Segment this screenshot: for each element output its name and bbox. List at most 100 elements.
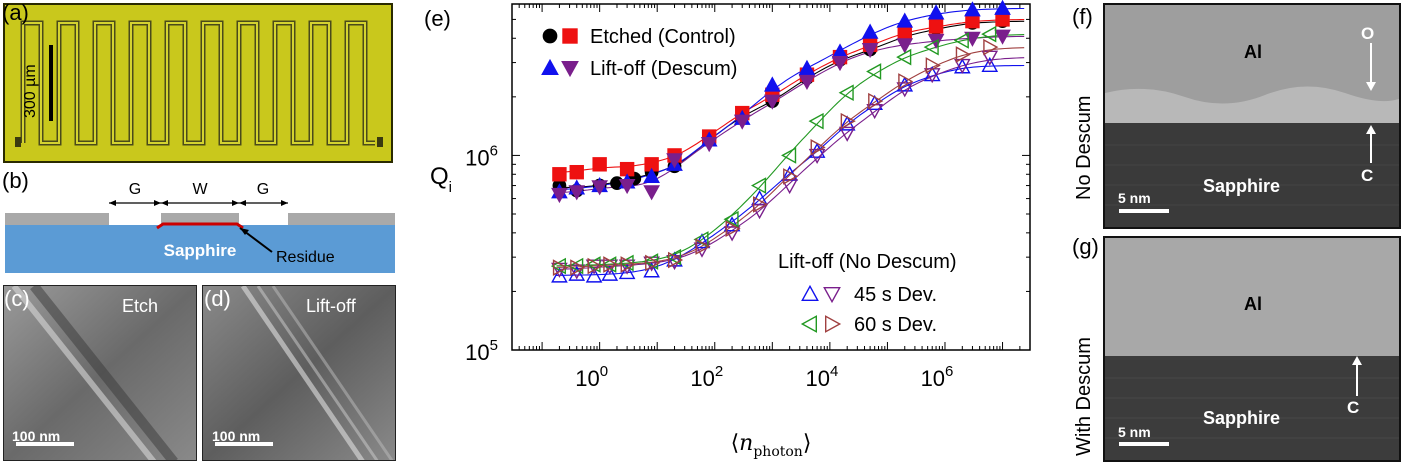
data-point (808, 112, 824, 130)
data-point (896, 76, 914, 92)
fit-curve (556, 47, 1025, 268)
data-point (552, 259, 569, 276)
panel-label-c: (c) (4, 286, 30, 311)
data-point (896, 48, 912, 66)
x-tick-label: 102 (690, 363, 723, 391)
label-residue: Residue (276, 249, 335, 266)
fit-curve (556, 35, 1025, 194)
data-point (783, 168, 799, 185)
x-tick-label: 100 (575, 363, 608, 391)
data-point (551, 187, 568, 204)
tem-g-sapphire: Sapphire (1203, 408, 1281, 428)
tem-f-scalebar: 5 nm (1118, 190, 1151, 206)
legend-marker (825, 315, 842, 333)
tem-f-sapphire: Sapphire (1203, 176, 1281, 196)
label-sapphire: Sapphire (164, 241, 237, 260)
data-point (861, 42, 879, 59)
tem-g-c: C (1347, 398, 1360, 417)
data-point (896, 38, 914, 54)
data-point (798, 74, 816, 91)
y-tick-label: 105 (465, 337, 498, 365)
data-point (898, 73, 914, 90)
legend-marker (823, 287, 841, 304)
legend-marker (562, 28, 578, 44)
legend-marker (542, 28, 558, 44)
data-point (810, 139, 826, 156)
axis-ticks: 100 102 104 106 105 106 (465, 3, 1031, 391)
legend-marker (541, 58, 559, 76)
data-point (666, 153, 683, 169)
data-point (983, 38, 999, 56)
data-point (838, 84, 854, 102)
data-point (643, 185, 660, 201)
panel-label-f: (f) (1072, 4, 1093, 29)
sem-etch-title: Etch (122, 296, 159, 316)
ground-right (288, 213, 395, 225)
data-point (964, 1, 981, 17)
tem-no-descum (1103, 3, 1401, 229)
meander-resonator (15, 20, 383, 147)
x-axis-label: ⟨nphoton⟩ (731, 430, 812, 460)
optical-micrograph (3, 3, 393, 163)
y-tick-label: 106 (465, 142, 498, 170)
data-point (618, 179, 636, 195)
ground-left (5, 213, 109, 225)
data-point (568, 257, 584, 275)
data-point (552, 167, 567, 182)
legend-label: 60 s Dev. (854, 314, 937, 336)
panel-label-d: (d) (204, 286, 231, 311)
data-point (695, 238, 711, 255)
data-point (592, 157, 607, 172)
data-point (665, 248, 682, 266)
legend-label: Etched (Control) (590, 26, 736, 48)
data-point (763, 76, 781, 92)
data-point (953, 32, 969, 49)
center-conductor (161, 213, 239, 225)
sem-etch-scalebar: 100 nm (12, 428, 61, 444)
data-point (781, 179, 798, 195)
tem-with-descum (1103, 236, 1401, 462)
label-w: W (192, 181, 208, 198)
data-point (723, 216, 741, 232)
y-axis-label: Qi (430, 163, 452, 196)
data-point (620, 256, 636, 273)
data-point (838, 126, 856, 142)
data-point (994, 29, 1011, 45)
data-point (994, 0, 1011, 15)
data-point (965, 13, 980, 29)
data-point (618, 263, 636, 280)
data-point (808, 148, 826, 165)
fit-curve (556, 19, 1025, 174)
data-point (840, 112, 856, 130)
data-point (550, 257, 566, 275)
data-point (587, 257, 603, 275)
legend-label: 45 s Dev. (854, 284, 937, 306)
label-g2: G (257, 181, 269, 198)
data-point (866, 63, 882, 80)
tem-g-scalebar: 5 nm (1118, 424, 1151, 440)
legend-marker (801, 284, 819, 301)
data-point (733, 114, 751, 130)
data-point (591, 180, 608, 196)
label-g1: G (129, 181, 141, 198)
data-point (925, 57, 941, 74)
fit-curve (556, 34, 1025, 267)
data-point (861, 23, 879, 39)
sem-etch (3, 285, 197, 461)
data-point (896, 12, 914, 28)
data-point (667, 251, 684, 269)
residue-line (156, 222, 244, 230)
data-point (964, 31, 981, 47)
data-point (923, 38, 939, 56)
data-point (643, 167, 660, 183)
data-point (763, 94, 781, 110)
data-point (725, 220, 741, 238)
scalebar-label-a: 300 µm (22, 64, 39, 118)
data-point (643, 262, 660, 278)
data-point (781, 147, 797, 164)
data-point (569, 164, 584, 180)
data-point (618, 254, 634, 272)
data-point (601, 265, 619, 281)
data-point (570, 259, 586, 276)
data-point (750, 177, 767, 194)
